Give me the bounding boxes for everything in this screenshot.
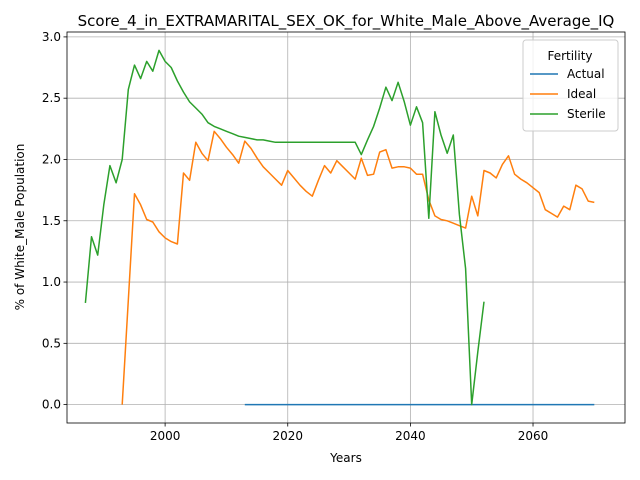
y-tick-label: 1.0: [42, 275, 61, 289]
legend-title: Fertility: [547, 49, 592, 63]
legend: Fertility Actual Ideal Sterile: [522, 39, 619, 132]
legend-label-ideal: Ideal: [567, 87, 596, 101]
axis-ticks: 2000 2020 2040 2060 0.0 0.5 1.0 1.5 2.0 2.5 3.0: [42, 30, 548, 443]
x-tick-label: 2000: [150, 429, 181, 443]
y-tick-label: 3.0: [42, 30, 61, 44]
legend-box: [522, 39, 619, 132]
x-tick-label: 2060: [518, 429, 549, 443]
y-tick-label: 2.5: [42, 91, 61, 105]
legend-label-sterile: Sterile: [567, 107, 606, 121]
series-line-ideal: [121, 130, 595, 405]
chart-title: Score_4_in_EXTRAMARITAL_SEX_OK_for_White…: [78, 12, 615, 31]
y-tick-label: 2.0: [42, 152, 61, 166]
series-line-sterile: [84, 49, 485, 406]
x-tick-label: 2040: [395, 429, 426, 443]
y-tick-label: 0.0: [42, 398, 61, 412]
y-tick-label: 1.5: [42, 214, 61, 228]
series-lines: [84, 49, 595, 406]
x-tick-label: 2020: [272, 429, 303, 443]
x-axis-label: Years: [329, 451, 362, 465]
y-axis-label: % of White_Male Population: [13, 144, 27, 311]
legend-label-actual: Actual: [567, 67, 605, 81]
plot-frame: [66, 31, 626, 424]
y-tick-label: 0.5: [42, 336, 61, 350]
